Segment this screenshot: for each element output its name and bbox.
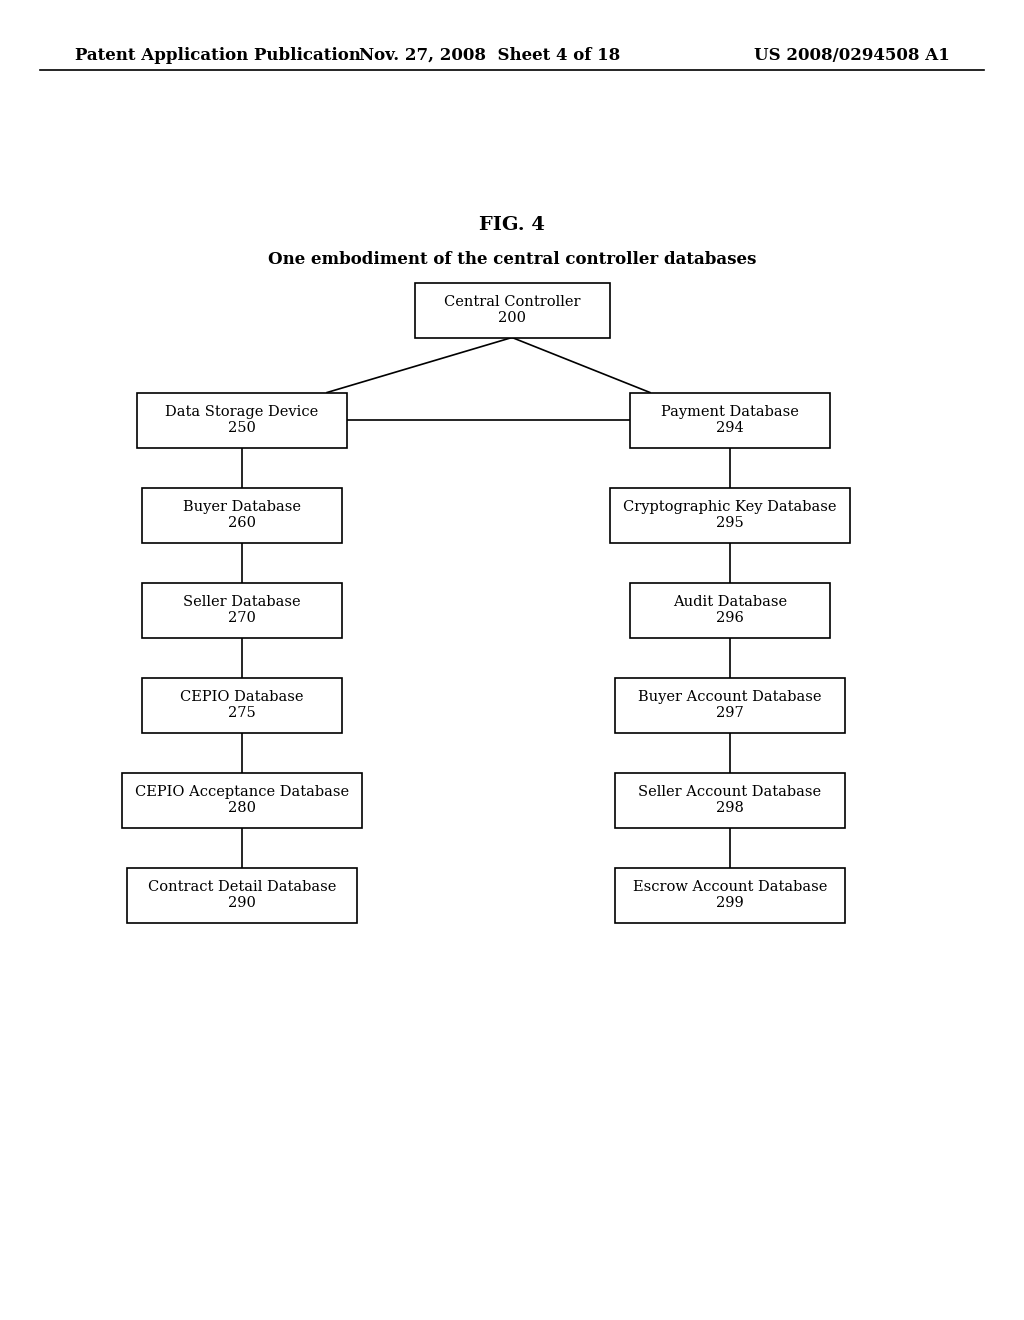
Text: Escrow Account Database
299: Escrow Account Database 299 [633,880,827,909]
Text: Buyer Account Database
297: Buyer Account Database 297 [638,690,821,721]
Text: Payment Database
294: Payment Database 294 [662,405,799,436]
Text: Contract Detail Database
290: Contract Detail Database 290 [147,880,336,909]
Text: Audit Database
296: Audit Database 296 [673,595,787,626]
FancyBboxPatch shape [142,677,342,733]
Text: CEPIO Acceptance Database
280: CEPIO Acceptance Database 280 [135,785,349,814]
Text: Cryptographic Key Database
295: Cryptographic Key Database 295 [624,500,837,531]
FancyBboxPatch shape [127,867,357,923]
FancyBboxPatch shape [615,677,845,733]
Text: Patent Application Publication: Patent Application Publication [75,46,360,63]
Text: US 2008/0294508 A1: US 2008/0294508 A1 [755,46,950,63]
FancyBboxPatch shape [415,282,609,338]
Text: Buyer Database
260: Buyer Database 260 [183,500,301,531]
FancyBboxPatch shape [615,867,845,923]
Text: CEPIO Database
275: CEPIO Database 275 [180,690,304,721]
FancyBboxPatch shape [630,582,830,638]
FancyBboxPatch shape [142,582,342,638]
FancyBboxPatch shape [122,772,362,828]
FancyBboxPatch shape [630,392,830,447]
Text: Data Storage Device
250: Data Storage Device 250 [165,405,318,436]
Text: Nov. 27, 2008  Sheet 4 of 18: Nov. 27, 2008 Sheet 4 of 18 [359,46,621,63]
Text: Seller Account Database
298: Seller Account Database 298 [638,785,821,814]
FancyBboxPatch shape [610,487,850,543]
FancyBboxPatch shape [142,487,342,543]
FancyBboxPatch shape [137,392,347,447]
Text: One embodiment of the central controller databases: One embodiment of the central controller… [268,252,756,268]
Text: FIG. 4: FIG. 4 [479,216,545,234]
Text: Central Controller
200: Central Controller 200 [443,294,581,325]
FancyBboxPatch shape [615,772,845,828]
Text: Seller Database
270: Seller Database 270 [183,595,301,626]
